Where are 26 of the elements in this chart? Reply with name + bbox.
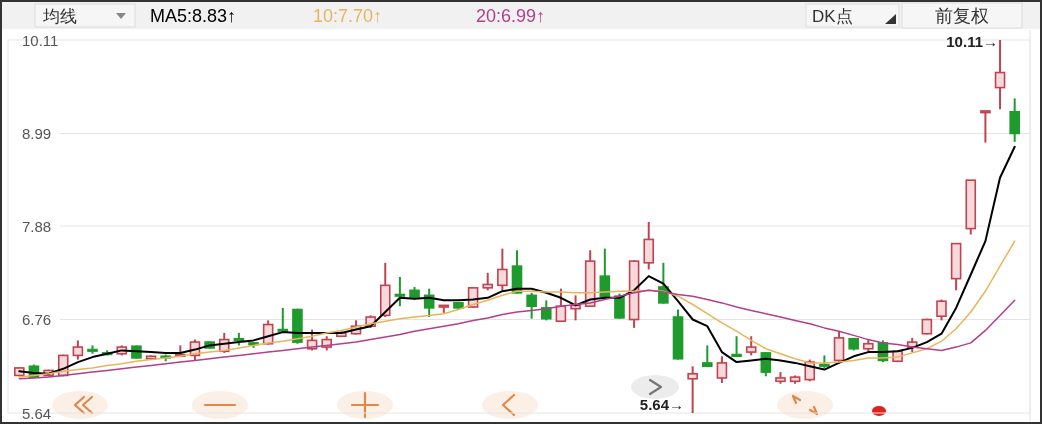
candlestick <box>72 339 84 361</box>
candlestick <box>994 39 1006 111</box>
candlestick <box>526 291 537 320</box>
y-tick-label: 8.99 <box>22 124 52 142</box>
y-tick-label: 6.76 <box>22 311 52 329</box>
text: 前复权 <box>935 6 989 26</box>
annotation: 5.64→ <box>639 396 684 413</box>
y-tick-label: 5.64 <box>22 404 52 422</box>
y-tick-label: 7.88 <box>22 217 52 235</box>
candlestick <box>643 220 655 271</box>
text: 均线 <box>42 7 77 26</box>
candlestick <box>1009 97 1020 143</box>
candlestick <box>745 335 757 357</box>
candlestick <box>687 365 698 414</box>
text: MA5:8.83↑ <box>150 6 237 26</box>
text: 20:6.99↑ <box>476 6 546 26</box>
text: 10:7.70↑ <box>313 6 383 26</box>
text: DK点 <box>812 7 853 26</box>
candlestick <box>716 355 728 384</box>
candlestick <box>833 330 845 364</box>
y-tick-label: 10.11 <box>22 31 59 49</box>
annotation: 10.11→ <box>946 33 998 50</box>
candlestick <box>497 247 508 292</box>
candlestick <box>394 275 406 308</box>
candlestick <box>614 292 625 320</box>
candlestick <box>980 109 991 144</box>
